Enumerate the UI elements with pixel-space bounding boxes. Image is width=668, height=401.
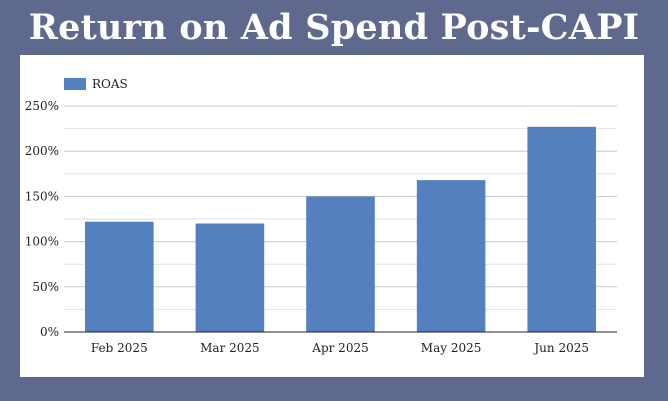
chart-panel: 0% 50% 100% 150% 200% 250% Feb 2025 Mar 2025 Apr… [20, 55, 644, 377]
x-tick-label: Mar 2025 [200, 341, 260, 355]
legend-label-roas: ROAS [92, 77, 128, 91]
y-tick-label: 50% [32, 280, 59, 294]
y-tick-label: 200% [25, 144, 59, 158]
y-tick-label: 100% [25, 235, 59, 249]
x-tick-label: Jun 2025 [532, 341, 589, 355]
bar-feb-2025 [85, 221, 154, 332]
y-tick-label: 250% [25, 99, 59, 113]
x-tick-label: May 2025 [421, 341, 482, 355]
y-tick-label: 0% [40, 325, 59, 339]
y-tick-label: 150% [25, 189, 59, 203]
page-title: Return on Ad Spend Post-CAPI [28, 7, 640, 48]
x-tick-label: Apr 2025 [311, 341, 368, 355]
bar-chart: 0% 50% 100% 150% 200% 250% Feb 2025 Mar 2025 Apr… [25, 77, 617, 355]
bar-mar-2025 [195, 223, 265, 332]
x-tick-label: Feb 2025 [91, 341, 148, 355]
bar-apr-2025 [306, 196, 375, 332]
bars [85, 126, 596, 333]
axes: 0% 50% 100% 150% 200% 250% Feb 2025 Mar 2025 Apr… [25, 99, 617, 355]
legend-swatch-roas [64, 78, 86, 90]
bar-jun-2025 [527, 126, 596, 333]
legend: ROAS [64, 77, 128, 91]
bar-may-2025 [416, 180, 486, 332]
